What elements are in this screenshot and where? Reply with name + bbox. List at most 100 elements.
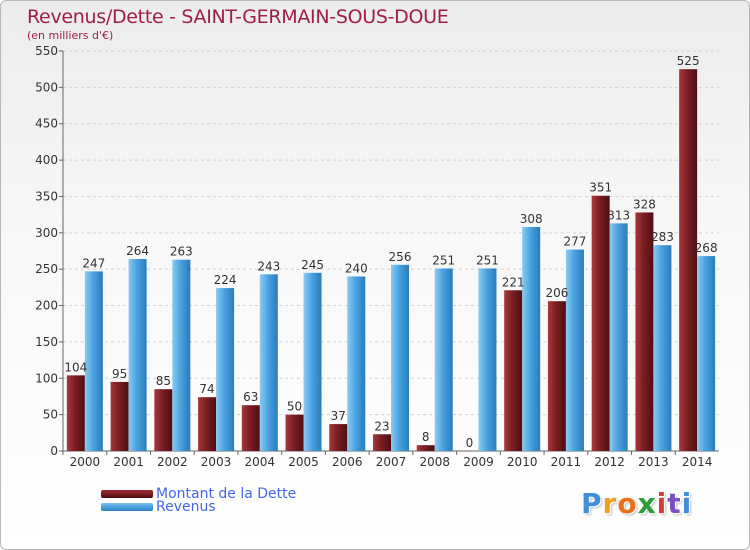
revenue-bar [172,259,191,451]
y-tick-label: 0 [50,444,58,458]
revenue-bar [478,268,497,451]
x-tick-label: 2000 [70,455,101,469]
x-tick-label: 2010 [507,455,538,469]
debt-bar [329,424,348,451]
y-tick-label: 550 [35,44,58,58]
revenue-value-label: 283 [651,230,674,244]
logo-letter: i [656,487,668,520]
revenue-bar [216,288,235,451]
y-tick-label: 450 [35,117,58,131]
y-tick-label: 100 [35,371,58,385]
debt-bar [679,69,698,451]
x-tick-label: 2012 [594,455,625,469]
revenue-bar [609,223,628,451]
x-tick-label: 2014 [682,455,713,469]
debt-value-label: 525 [677,54,700,68]
x-tick-label: 2007 [376,455,407,469]
revenue-value-label: 264 [126,244,149,258]
x-tick-label: 2008 [419,455,450,469]
y-tick-label: 500 [35,80,58,94]
revenue-value-label: 268 [695,241,718,255]
revenue-swatch [101,503,153,511]
revenue-bar [347,276,366,451]
logo-letter: P [581,487,603,520]
debt-legend-label: Montant de la Dette [156,486,297,502]
revenue-bar [565,249,584,451]
debt-value-label: 104 [64,360,87,374]
debt-bar [110,381,129,451]
revenue-bar [434,268,453,451]
debt-value-label: 63 [243,390,258,404]
x-tick-label: 2011 [551,455,582,469]
revenue-value-label: 247 [82,256,105,270]
revenue-bar [303,272,322,451]
debt-value-label: 221 [502,275,525,289]
revenue-value-label: 263 [170,245,193,259]
x-tick-label: 2004 [245,455,276,469]
x-tick-label: 2009 [463,455,494,469]
debt-value-label: 206 [545,286,568,300]
debt-bar [635,212,654,451]
revenue-bar [84,271,103,451]
chart-title: Revenus/Dette - SAINT-GERMAIN-SOUS-DOUE [27,6,449,28]
y-tick-label: 150 [35,335,58,349]
y-tick-label: 300 [35,226,58,240]
debt-value-label: 95 [112,367,127,381]
chart-subtitle: (en milliers d'€) [27,29,114,42]
y-tick-label: 200 [35,299,58,313]
revenue-value-label: 243 [257,259,280,273]
debt-value-label: 85 [156,374,171,388]
debt-bar [591,195,610,451]
y-tick-label: 50 [43,408,58,422]
logo-letter: t [667,487,682,520]
revenue-bar [697,256,716,451]
logo-letter: o [617,487,638,520]
logo-letter: i [681,487,693,520]
proxiti-logo: Proxiti [581,487,692,520]
y-tick-label: 350 [35,189,58,203]
debt-bar [416,445,435,451]
revenue-bar [391,264,409,451]
revenue-value-label: 224 [214,273,237,287]
debt-value-label: 74 [199,382,214,396]
revenue-bar [522,227,541,451]
x-tick-label: 2003 [201,455,232,469]
revenue-value-label: 240 [345,261,368,275]
revenue-bar [259,274,278,451]
revenue-value-label: 308 [520,212,543,226]
debt-bar [285,414,304,451]
logo-letter: r [602,487,618,520]
revenue-bar [653,245,672,451]
debt-value-label: 23 [374,419,389,433]
x-tick-label: 2013 [638,455,669,469]
debt-bar [373,434,391,451]
revenue-value-label: 245 [301,258,324,272]
debt-bar [198,397,217,451]
x-tick-label: 2006 [332,455,363,469]
revenue-value-label: 251 [432,253,455,267]
revenue-value-label: 313 [607,208,630,222]
logo-letter: x [637,487,657,520]
revenue-value-label: 251 [476,253,499,267]
debt-bar [504,290,523,451]
debt-value-label: 328 [633,197,656,211]
debt-value-label: 351 [589,181,612,195]
debt-swatch [101,490,153,498]
debt-bar [154,389,173,451]
x-tick-label: 2005 [288,455,319,469]
debt-value-label: 50 [287,400,302,414]
debt-bar [66,375,85,451]
revenue-value-label: 256 [389,250,412,264]
debt-value-label: 8 [422,430,430,444]
debt-bar [241,405,260,451]
x-tick-label: 2001 [113,455,144,469]
revenue-value-label: 277 [563,235,586,249]
debt-bar [547,301,566,451]
debt-value-label: 37 [331,409,346,423]
revenue-legend-label: Revenus [156,499,216,515]
x-tick-label: 2002 [157,455,188,469]
revenue-bar [128,259,147,451]
y-tick-label: 400 [35,153,58,167]
